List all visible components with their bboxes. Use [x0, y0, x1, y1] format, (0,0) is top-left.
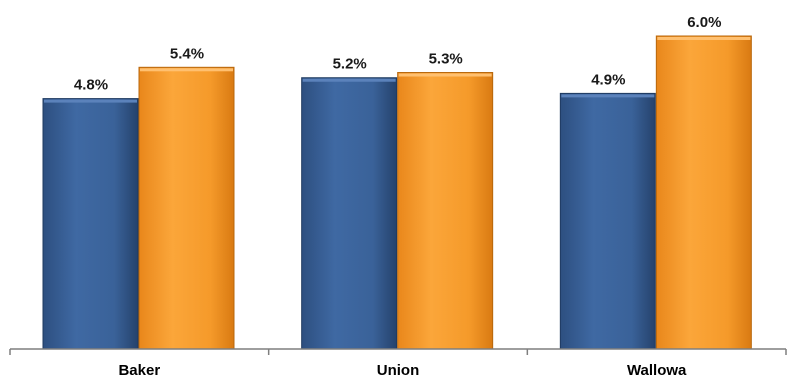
- bar-wallowa-series-2: [655, 35, 752, 350]
- bar-top-highlight: [398, 73, 492, 77]
- bar-baker-series-1: [42, 98, 139, 350]
- data-label-baker-series-1: 4.8%: [74, 77, 108, 94]
- data-label-union-series-2: 5.3%: [429, 51, 463, 68]
- bar-top-highlight: [561, 94, 655, 98]
- bar-top-highlight: [44, 99, 137, 103]
- bar-wallowa-series-1: [559, 92, 656, 350]
- data-label-baker-series-2: 5.4%: [170, 45, 204, 62]
- data-label-wallowa-series-2: 6.0%: [687, 14, 721, 31]
- x-axis-ticks: [9, 349, 787, 355]
- data-label-union-series-1: 5.2%: [333, 56, 367, 73]
- bar-top-highlight: [140, 68, 233, 72]
- x-tick-label-union: Union: [377, 362, 420, 379]
- x-tick-label-wallowa: Wallowa: [627, 362, 687, 379]
- bar-union-series-2: [397, 72, 494, 350]
- x-axis-tick-labels: Baker Union Wallowa: [118, 362, 687, 379]
- bar-top-highlight: [302, 78, 396, 82]
- bar-top-highlight: [657, 37, 751, 40]
- bar-baker-series-2: [138, 66, 235, 350]
- data-label-wallowa-series-1: 4.9%: [591, 71, 625, 88]
- bars-layer: [42, 35, 752, 350]
- bar-union-series-1: [301, 77, 398, 350]
- x-tick-label-baker: Baker: [118, 362, 160, 379]
- data-labels-layer: 4.8% 5.4% 5.2% 5.3% 4.9% 6.0%: [74, 14, 722, 94]
